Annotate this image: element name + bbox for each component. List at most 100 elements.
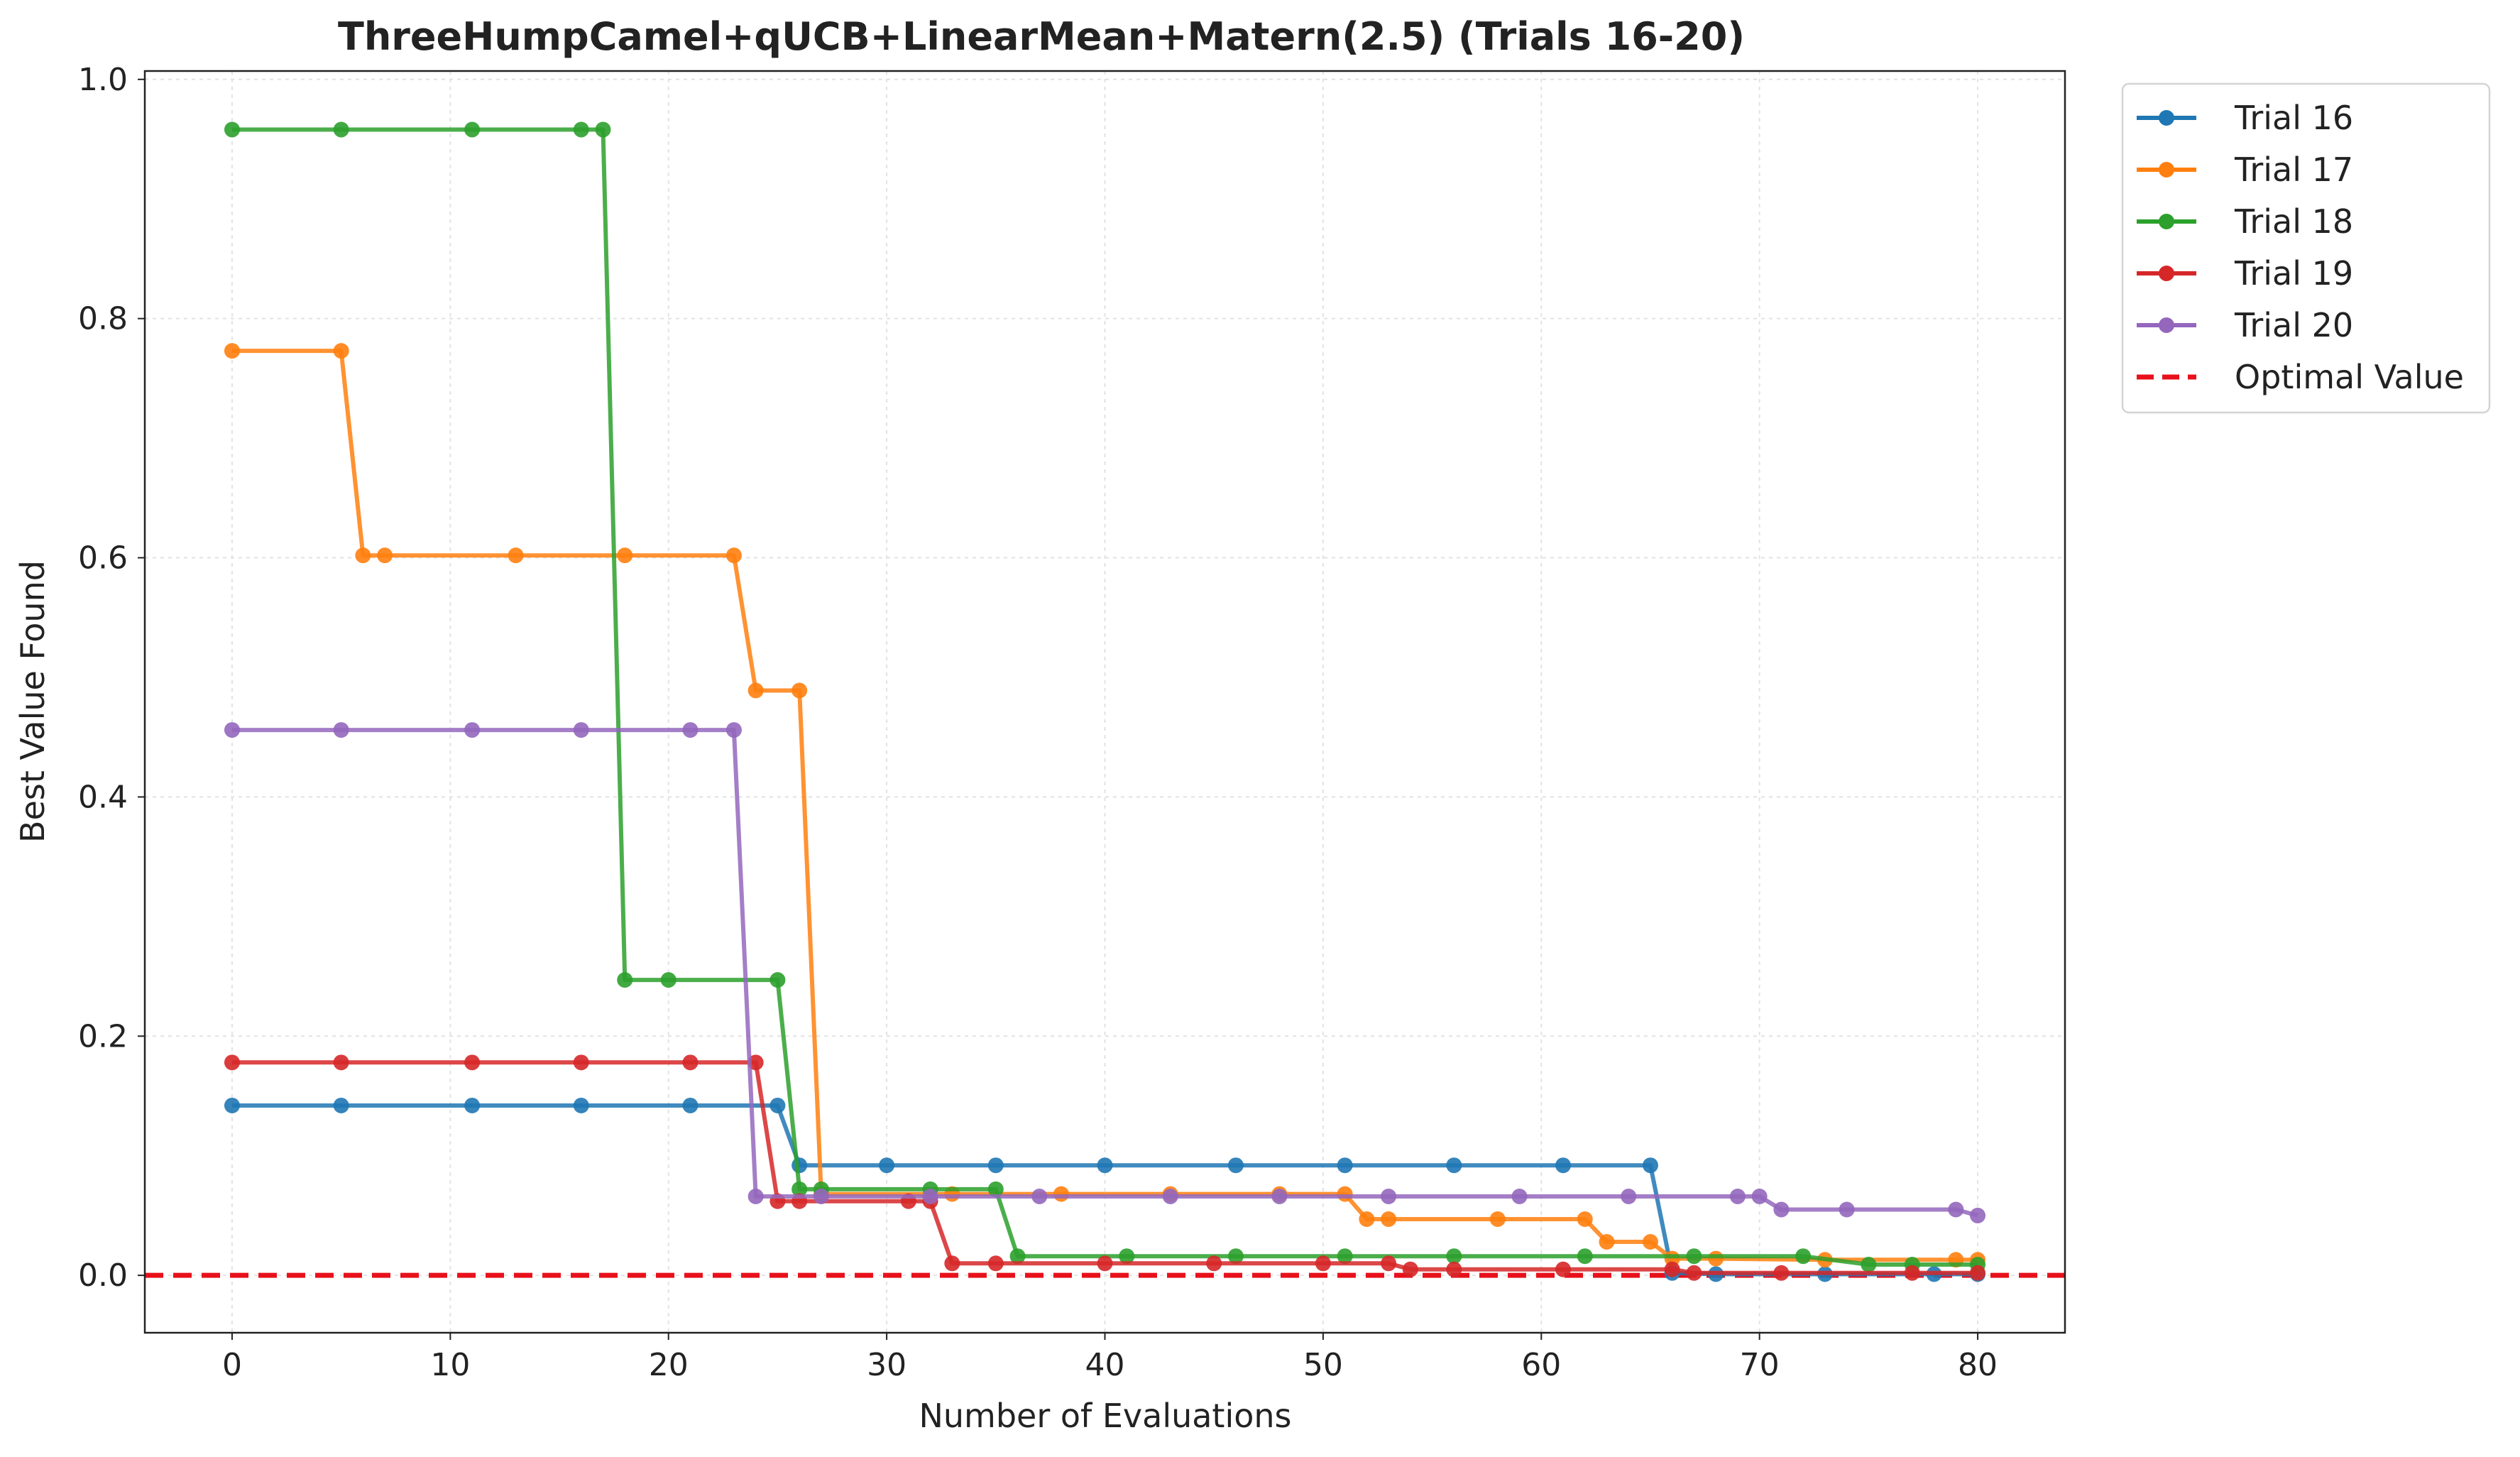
data-point — [987, 1181, 1004, 1197]
data-point — [682, 1054, 699, 1071]
data-point — [1555, 1261, 1572, 1277]
data-point — [1446, 1261, 1462, 1277]
data-point — [1577, 1211, 1593, 1227]
data-point — [1861, 1256, 1877, 1272]
data-point — [464, 1054, 481, 1071]
legend-entry: Trial 18 — [2137, 202, 2353, 241]
data-point — [355, 547, 371, 564]
data-point — [1577, 1248, 1593, 1265]
data-point — [333, 722, 349, 738]
data-point — [922, 1188, 938, 1204]
data-point — [1337, 1186, 1353, 1202]
data-point — [1555, 1157, 1572, 1174]
data-point — [1795, 1248, 1812, 1265]
legend-label: Trial 17 — [2234, 151, 2353, 189]
data-point — [725, 547, 742, 564]
data-point — [1446, 1248, 1462, 1265]
data-point — [224, 121, 240, 138]
data-point — [1642, 1233, 1658, 1250]
data-point — [1751, 1188, 1768, 1204]
data-point — [1839, 1201, 1855, 1218]
legend: Trial 16 Trial 17 Trial 18 Trial 19 Trial 20… — [2121, 82, 2491, 414]
data-point — [1381, 1255, 1397, 1272]
data-point — [747, 1054, 764, 1071]
y-axis-label: Best Value Found — [13, 560, 52, 843]
data-point — [682, 1097, 699, 1113]
data-point — [595, 121, 611, 138]
data-point — [573, 722, 589, 738]
data-point — [660, 972, 676, 988]
data-point — [224, 722, 240, 738]
data-point — [333, 1097, 349, 1113]
legend-entry: Trial 17 — [2137, 151, 2353, 189]
x-tick-label: 40 — [1085, 1347, 1125, 1383]
data-point — [1686, 1265, 1702, 1281]
data-point — [617, 972, 633, 988]
legend-entry: Trial 20 — [2137, 306, 2353, 344]
data-point — [1773, 1201, 1790, 1218]
data-point — [1162, 1188, 1178, 1204]
data-point — [333, 1054, 349, 1071]
data-point — [1227, 1157, 1244, 1174]
data-point — [682, 722, 699, 738]
legend-label: Trial 20 — [2234, 306, 2353, 344]
data-point — [617, 547, 633, 564]
data-point — [1271, 1188, 1288, 1204]
legend-marker — [2159, 162, 2174, 178]
x-tick-label: 60 — [1521, 1347, 1561, 1383]
x-tick-label: 80 — [1958, 1347, 1998, 1383]
data-point — [813, 1188, 829, 1204]
legend-label: Trial 18 — [2234, 202, 2353, 241]
data-point — [224, 1054, 240, 1071]
legend-entry: Trial 16 — [2137, 99, 2353, 137]
data-point — [879, 1157, 895, 1174]
x-axis-label: Number of Evaluations — [919, 1397, 1291, 1435]
data-point — [573, 121, 589, 138]
data-point — [464, 1097, 481, 1113]
data-point — [224, 1097, 240, 1113]
data-point — [791, 1181, 808, 1197]
data-point — [1009, 1248, 1026, 1265]
data-point — [1337, 1248, 1353, 1265]
x-tick-label: 20 — [649, 1347, 689, 1383]
data-point — [1031, 1188, 1048, 1204]
y-tick-label: 0.6 — [78, 540, 128, 577]
x-tick-label: 50 — [1303, 1347, 1343, 1383]
data-point — [1206, 1255, 1222, 1272]
legend-label: Trial 16 — [2234, 99, 2353, 137]
data-point — [1729, 1188, 1746, 1204]
data-point — [573, 1054, 589, 1071]
data-point — [987, 1157, 1004, 1174]
data-point — [464, 121, 481, 138]
data-point — [1642, 1157, 1658, 1174]
data-point — [1097, 1157, 1113, 1174]
y-axis-ticks: 0.0 0.2 0.4 0.6 0.8 1.0 — [78, 62, 145, 1294]
legend-label: Trial 19 — [2234, 254, 2353, 293]
y-tick-label: 0.4 — [78, 779, 128, 815]
y-tick-label: 1.0 — [78, 62, 128, 98]
legend-label: Optimal Value — [2235, 358, 2464, 396]
data-point — [224, 343, 240, 359]
legend-entry: Optimal Value — [2137, 358, 2464, 396]
data-point — [1315, 1255, 1331, 1272]
data-point — [944, 1255, 960, 1272]
data-point — [1489, 1211, 1506, 1227]
x-tick-label: 0 — [222, 1347, 242, 1383]
data-point — [573, 1097, 589, 1113]
data-point — [377, 547, 393, 564]
data-point — [1381, 1211, 1397, 1227]
y-tick-label: 0.2 — [78, 1018, 128, 1054]
data-point — [747, 682, 764, 699]
legend-marker — [2159, 214, 2174, 229]
data-point — [1948, 1201, 1964, 1218]
legend-box — [2121, 82, 2491, 414]
chart-title: ThreeHumpCamel+qUCB+LinearMean+Matern(2.… — [338, 14, 1745, 59]
data-point — [1511, 1188, 1528, 1204]
legend-marker — [2159, 317, 2174, 333]
data-point — [1402, 1261, 1418, 1277]
data-point — [1227, 1248, 1244, 1265]
series-trial-20 — [224, 722, 1986, 1223]
data-point — [508, 547, 524, 564]
data-point — [1708, 1250, 1724, 1267]
data-point — [1097, 1255, 1113, 1272]
